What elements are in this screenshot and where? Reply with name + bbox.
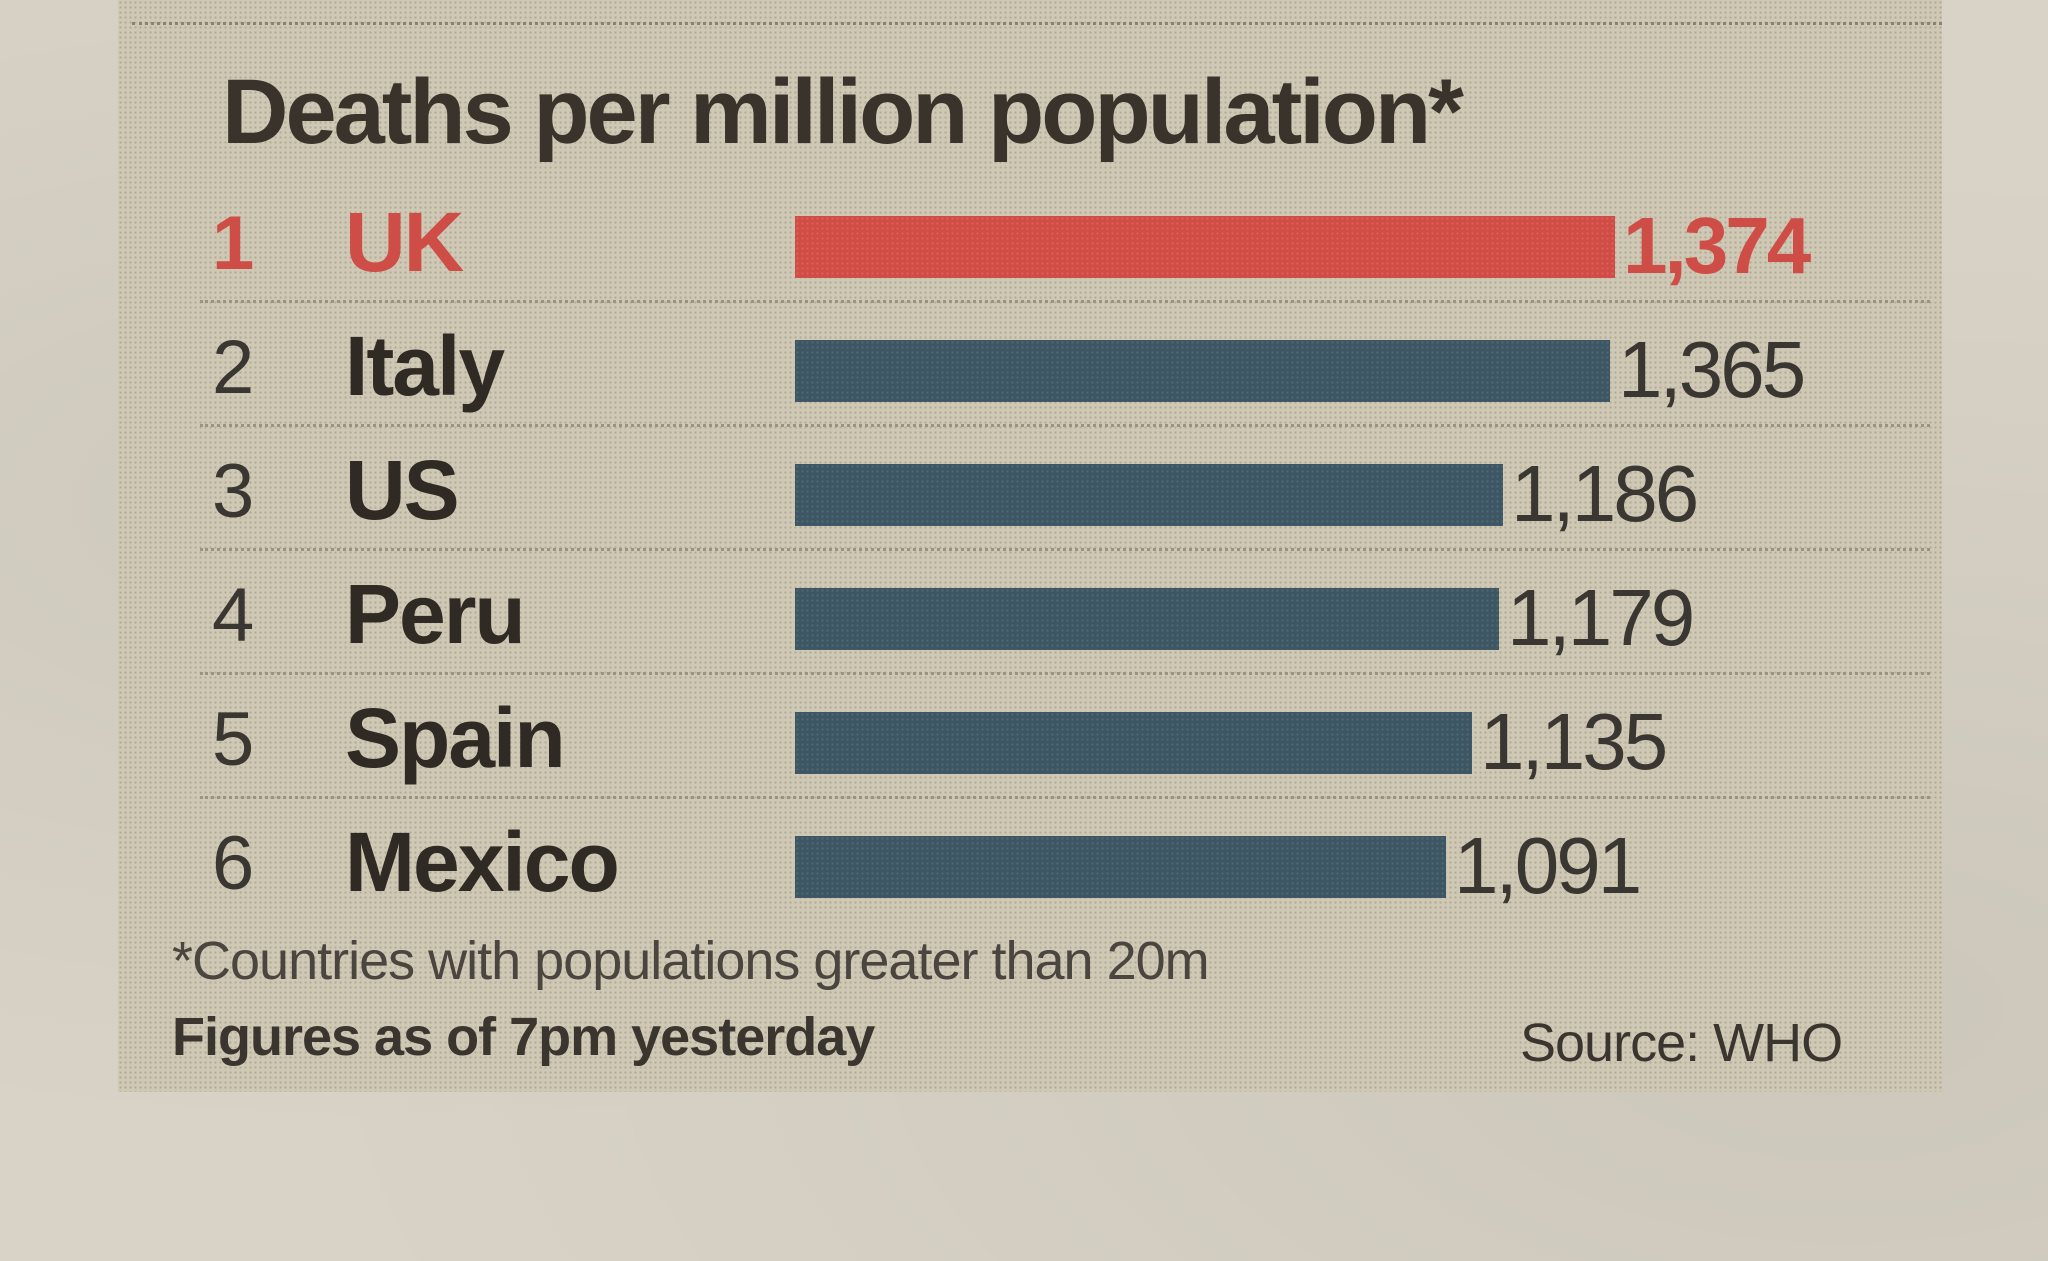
footnote: *Countries with populations greater than… xyxy=(172,931,1210,991)
chart-panel xyxy=(118,0,1942,1092)
bar xyxy=(795,464,1503,526)
value-label: 1,374 xyxy=(1623,201,1811,290)
bar xyxy=(795,340,1610,402)
row-divider xyxy=(200,672,1930,675)
country-label: Peru xyxy=(345,567,526,661)
bar xyxy=(795,836,1446,898)
row-divider xyxy=(200,424,1930,427)
country-label: Italy xyxy=(345,319,505,413)
rank-label: 3 xyxy=(212,449,255,534)
top-divider xyxy=(132,22,1942,25)
rank-label: 1 xyxy=(212,201,255,286)
country-label: Spain xyxy=(345,691,566,785)
row-divider xyxy=(200,300,1930,303)
rank-label: 6 xyxy=(212,821,255,906)
value-label: 1,091 xyxy=(1454,821,1642,910)
value-label: 1,135 xyxy=(1480,697,1668,786)
source-credit: Source: WHO xyxy=(1520,1013,1843,1073)
chart-title: Deaths per million population* xyxy=(222,61,1464,163)
country-label: UK xyxy=(345,195,464,289)
bar xyxy=(795,216,1615,278)
value-label: 1,179 xyxy=(1507,573,1695,662)
row-divider xyxy=(200,796,1930,799)
rank-label: 5 xyxy=(212,697,255,782)
value-label: 1,186 xyxy=(1511,449,1699,538)
bar xyxy=(795,588,1499,650)
rank-label: 4 xyxy=(212,573,255,658)
rank-label: 2 xyxy=(212,325,255,410)
value-label: 1,365 xyxy=(1618,325,1806,414)
bar xyxy=(795,712,1472,774)
country-label: Mexico xyxy=(345,815,620,909)
figures-note: Figures as of 7pm yesterday xyxy=(172,1007,875,1067)
row-divider xyxy=(200,548,1930,551)
country-label: US xyxy=(345,443,460,537)
